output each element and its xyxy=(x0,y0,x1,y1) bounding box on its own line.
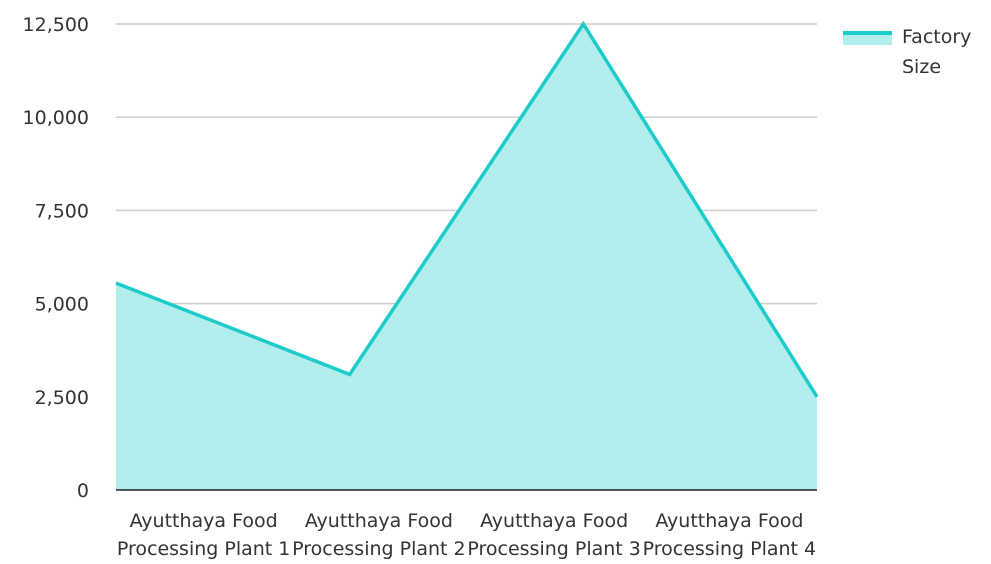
y-tick-label: 0 xyxy=(77,480,89,502)
x-tick-label: Ayutthaya Food Processing Plant 4 xyxy=(643,510,817,560)
x-axis: Ayutthaya Food Processing Plant 1Ayutthay… xyxy=(116,489,817,560)
plot-area xyxy=(115,20,819,490)
legend-label: Factory Size xyxy=(902,26,972,78)
legend-swatch xyxy=(843,31,892,45)
series-area xyxy=(116,24,817,490)
x-tick-label: Ayutthaya Food Processing Plant 3 xyxy=(467,510,641,560)
y-tick-label: 12,500 xyxy=(23,14,89,36)
y-tick-label: 2,500 xyxy=(35,387,89,409)
y-axis: 0 2,500 5,000 7,500 10,000 12,500 xyxy=(23,14,89,502)
x-tick-label: Ayutthaya Food Processing Plant 1 xyxy=(117,510,291,560)
series-line xyxy=(115,20,819,398)
y-tick-label: 7,500 xyxy=(35,200,89,222)
y-tick-label: 5,000 xyxy=(35,294,89,316)
x-tick-label: Ayutthaya Food Processing Plant 2 xyxy=(292,510,466,560)
legend: Factory Size xyxy=(843,22,991,82)
y-tick-label: 10,000 xyxy=(23,107,89,129)
